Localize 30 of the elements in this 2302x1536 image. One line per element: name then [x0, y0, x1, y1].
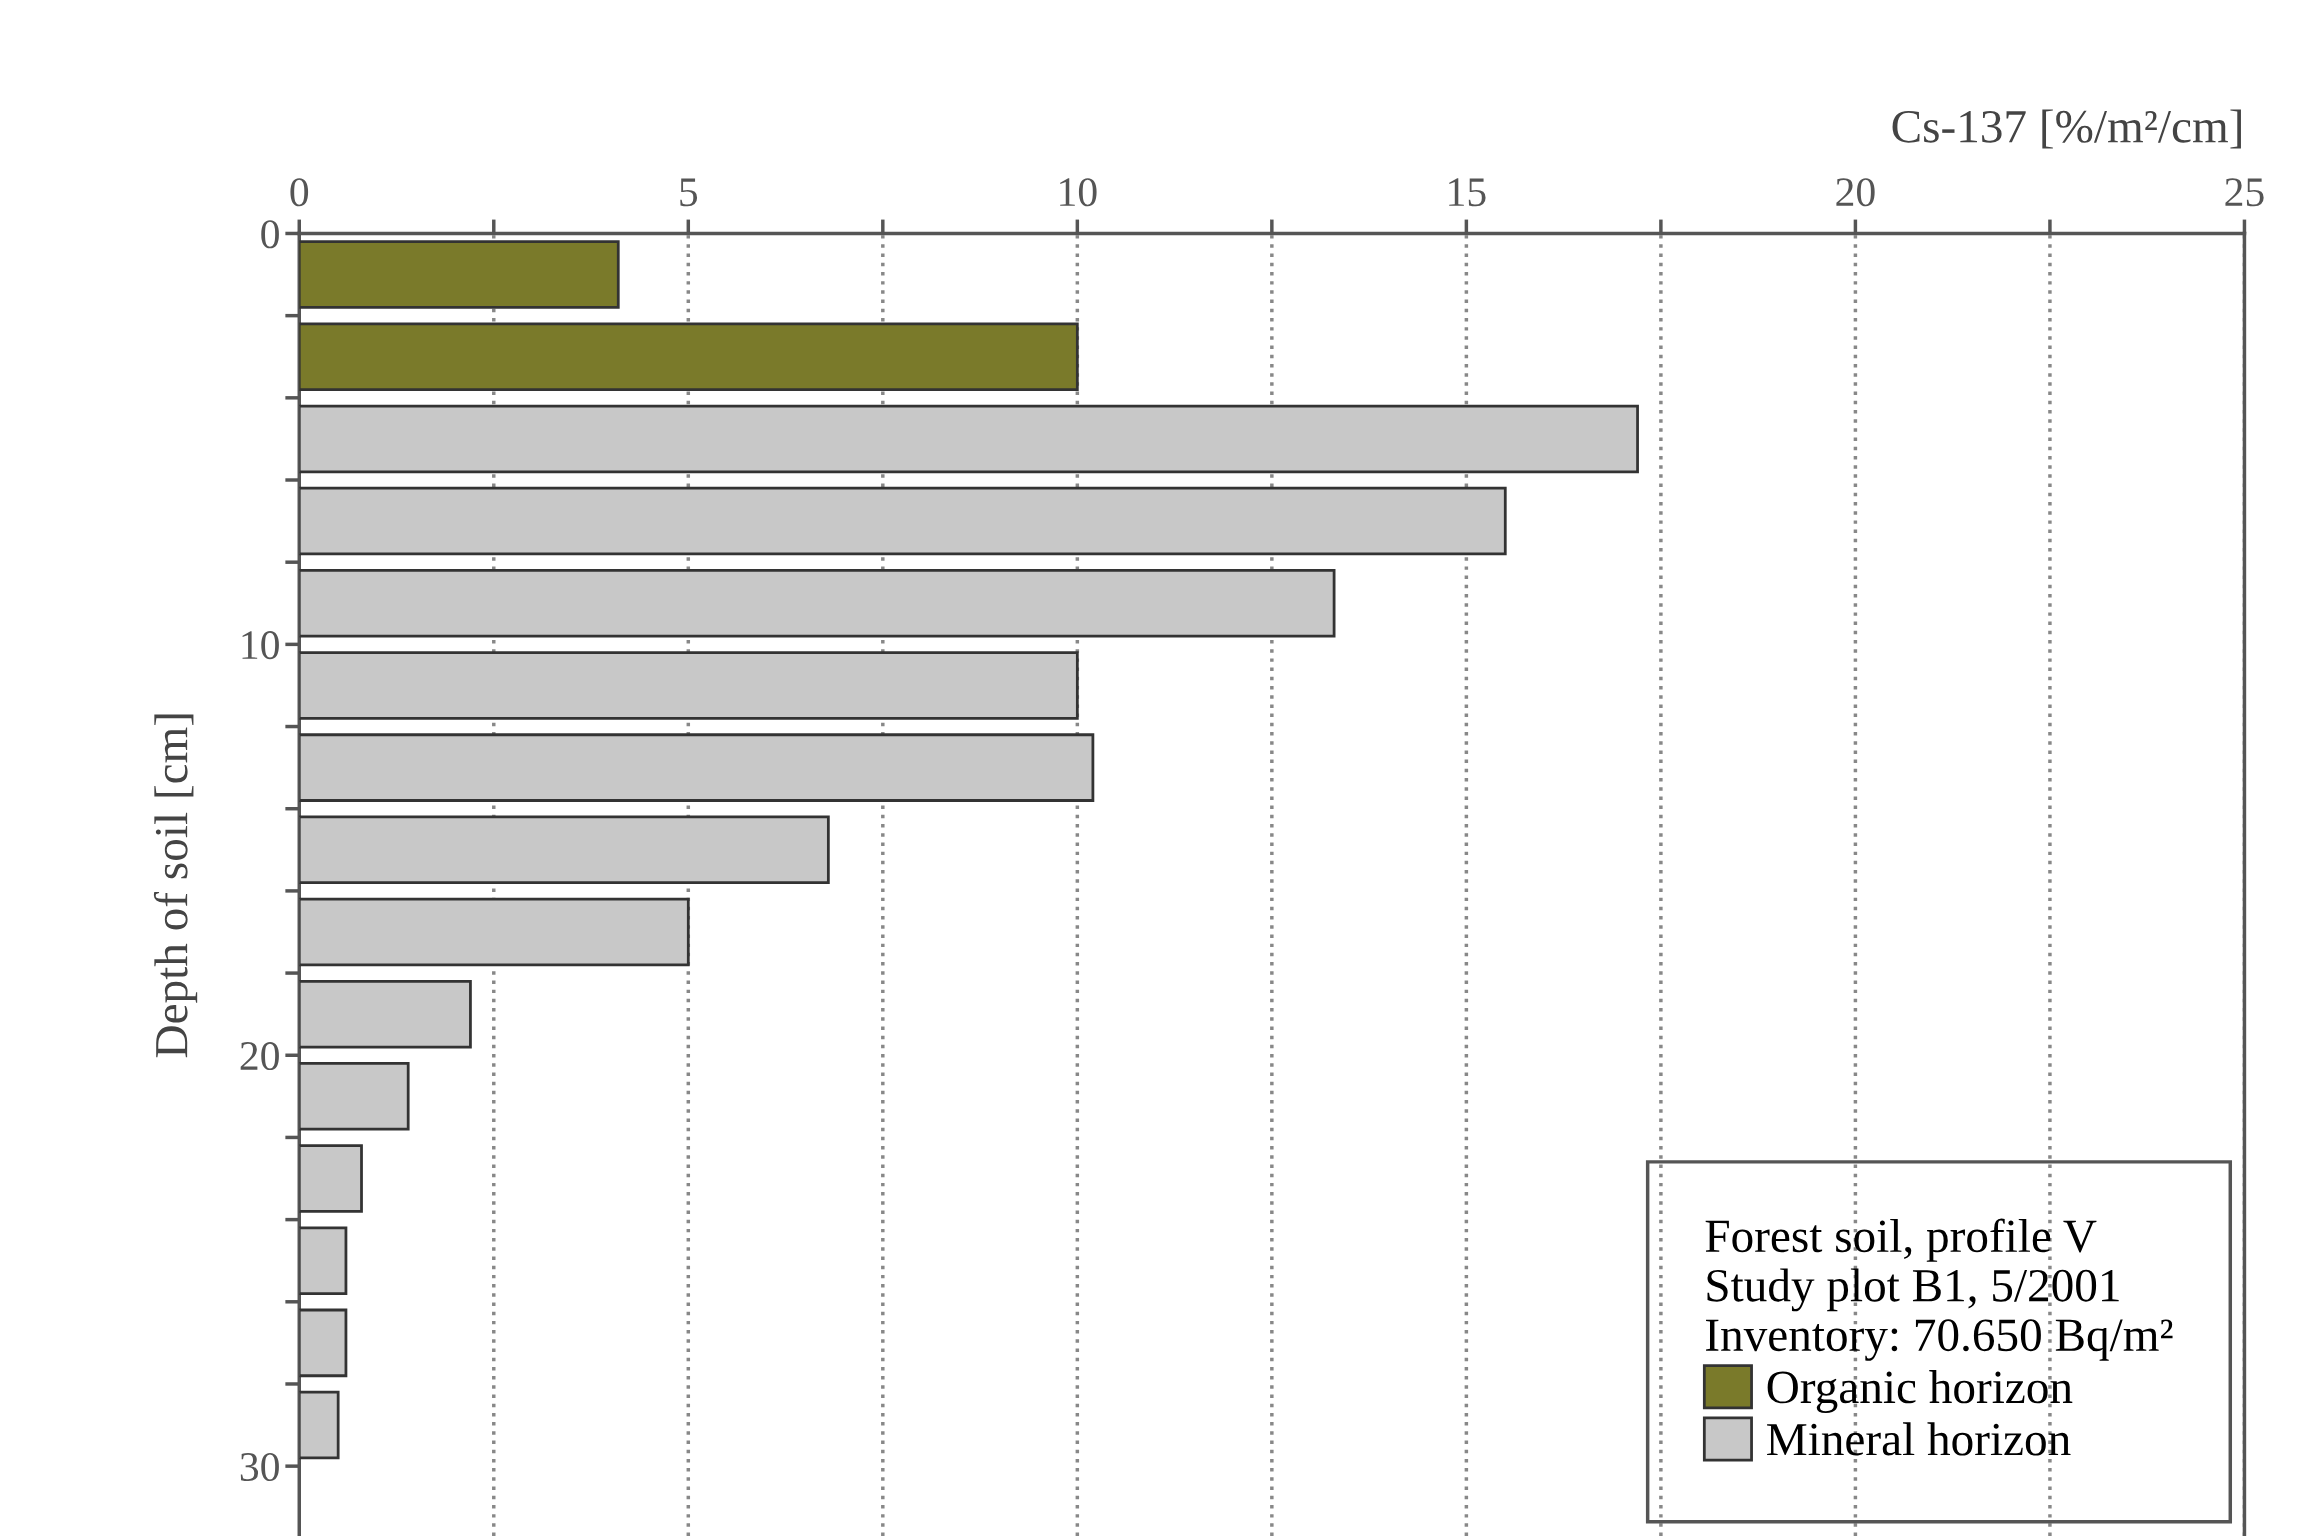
bar — [299, 486, 1507, 556]
legend-label: Organic horizon — [1767, 1370, 2073, 1414]
x-tick-label: 10 — [1060, 178, 1097, 207]
x-tick-label: 15 — [1449, 178, 1486, 207]
y-tick-label: 20 — [240, 1042, 279, 1071]
legend-title: Forest soil, profile V Study plot B1, 5/2001 Inventory: 70.650 Bq/m² — [1705, 1218, 2173, 1361]
bar — [299, 897, 690, 967]
bar — [299, 1308, 348, 1378]
x-tick-label: 5 — [680, 178, 698, 207]
x-tick-label: 20 — [1836, 178, 1875, 207]
bar — [299, 404, 1639, 474]
y-tick-label: 10 — [242, 631, 279, 660]
y-tick-label: 0 — [261, 220, 279, 249]
y-axis-title: Depth of soil [cm] — [153, 714, 198, 1058]
x-tick-label: 25 — [2225, 178, 2264, 207]
bar — [299, 322, 1079, 391]
bar — [299, 569, 1336, 638]
bar — [299, 815, 830, 885]
bar — [299, 1144, 363, 1213]
bar — [299, 733, 1095, 802]
bar — [299, 1062, 410, 1131]
bar — [299, 651, 1079, 720]
x-tick-label: 0 — [290, 178, 309, 207]
x-axis-title: Cs-137 [%/m²/cm] — [1892, 109, 2241, 149]
bar — [299, 1226, 348, 1295]
bar — [299, 240, 620, 309]
bar — [299, 979, 472, 1049]
y-tick-label: 30 — [240, 1452, 279, 1482]
bar — [299, 1390, 340, 1460]
legend-label: Mineral horizon — [1767, 1422, 2071, 1456]
